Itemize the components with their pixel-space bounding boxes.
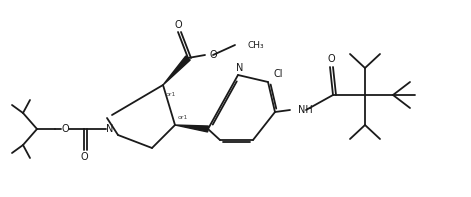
Text: O: O <box>80 152 88 162</box>
Text: O: O <box>209 50 217 60</box>
Polygon shape <box>163 56 190 85</box>
Text: O: O <box>327 54 335 64</box>
Text: O: O <box>61 124 69 134</box>
Text: or1: or1 <box>166 91 176 97</box>
Text: CH₃: CH₃ <box>247 41 264 49</box>
Text: or1: or1 <box>178 114 188 120</box>
Polygon shape <box>175 125 208 132</box>
Text: N: N <box>236 63 244 73</box>
Text: Cl: Cl <box>274 69 284 79</box>
Text: O: O <box>174 20 182 30</box>
Text: NH: NH <box>298 105 313 115</box>
Text: N: N <box>106 124 114 134</box>
